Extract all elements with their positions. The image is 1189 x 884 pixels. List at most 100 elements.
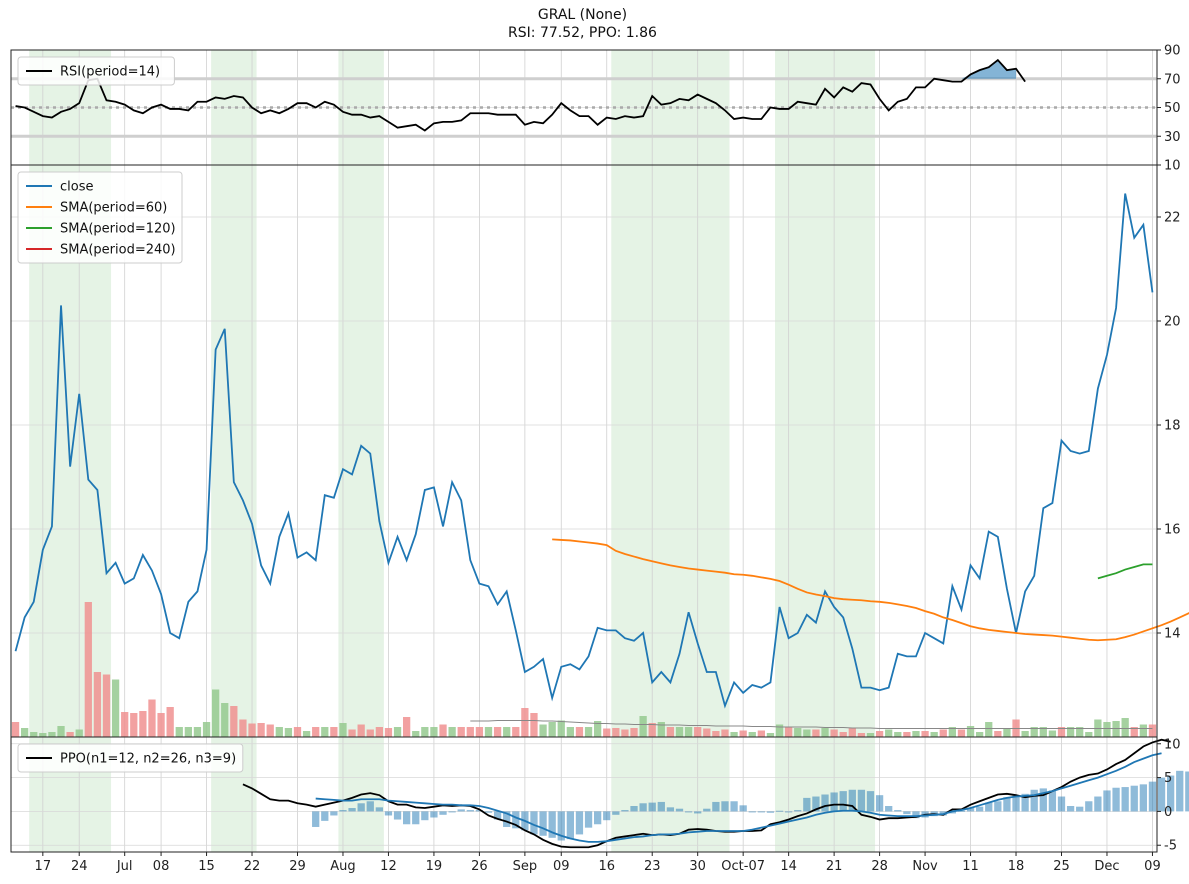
y-tick-label: -5 <box>1164 839 1177 854</box>
volume-bar <box>957 729 966 737</box>
ppo-histogram-bar <box>312 811 320 827</box>
volume-bar <box>457 727 465 737</box>
ppo-histogram-bar <box>457 809 465 812</box>
legend-label: SMA(period=120) <box>60 222 176 237</box>
ppo-histogram-bar <box>539 811 547 836</box>
volume-bar <box>548 722 556 737</box>
volume-bar <box>675 727 684 737</box>
volume-bar <box>57 726 65 737</box>
volume-bar <box>293 727 302 737</box>
volume-bar <box>175 727 183 737</box>
volume-bar <box>302 731 311 737</box>
ppo-histogram-bar <box>621 810 629 812</box>
close-line <box>14 193 1154 709</box>
volume-bar <box>666 727 675 737</box>
volume-bar <box>821 728 829 737</box>
volume-bar <box>603 728 611 737</box>
ppo-histogram-bar <box>339 810 347 812</box>
legend-box <box>17 56 175 86</box>
volume-bar <box>448 727 456 737</box>
volume-bar <box>330 727 338 737</box>
ppo-histogram-bar <box>512 811 520 829</box>
volume-bar <box>348 729 356 737</box>
ppo-histogram-bar <box>448 811 456 813</box>
volume-bar <box>712 731 720 737</box>
shaded-regions <box>29 50 876 852</box>
y-tick-label: 14 <box>1164 627 1181 642</box>
x-tick-label: Dec <box>1094 859 1119 874</box>
volume-bar <box>1048 730 1057 737</box>
volume-bar <box>75 729 83 737</box>
y-tick-label: 50 <box>1164 101 1181 116</box>
x-tick-label: 11 <box>962 859 979 874</box>
ppo-histogram-bar <box>1030 789 1038 812</box>
volume-bar <box>493 727 502 737</box>
x-tick-label: 24 <box>71 859 88 874</box>
axis-ticks: 17 24 Jul 08 15 22 29 Aug 12 19 26 Sep 09 16 23 30 Oct-0… <box>35 44 1181 875</box>
ppo-histogram-bar <box>1012 795 1020 812</box>
volume-bar <box>466 727 474 737</box>
volume-bar <box>221 703 229 737</box>
legend-label: SMA(period=240) <box>60 243 176 258</box>
volume-bar <box>1148 724 1157 737</box>
ppo-histogram-bar <box>348 808 356 812</box>
ppo-histogram-bar <box>721 801 729 812</box>
volume-bar <box>739 730 747 737</box>
ppo-histogram-bar <box>994 801 1002 812</box>
ppo-histogram-bar <box>748 811 756 813</box>
ppo-histogram-bar <box>848 789 856 812</box>
legend-box <box>17 743 244 773</box>
volume-bar <box>757 730 765 737</box>
y-tick-label: 20 <box>1164 315 1181 330</box>
ppo-histogram-bar <box>821 794 829 812</box>
y-tick-label: 5 <box>1164 771 1172 786</box>
volume-bar <box>794 728 802 737</box>
x-tick-label: 22 <box>244 859 261 874</box>
volume-bar <box>212 689 220 737</box>
volume-bar <box>785 727 793 737</box>
volume-bar <box>866 733 875 737</box>
volume-bar <box>584 727 593 737</box>
volume-bar <box>703 728 711 737</box>
volume-bar <box>412 731 420 737</box>
ppo-histogram-bar <box>684 811 693 813</box>
legend-label: PPO(n1=12, n2=26, n3=9) <box>60 752 236 767</box>
volume-bar <box>439 724 447 737</box>
volume-bar <box>130 713 138 737</box>
ppo-histogram-bar <box>648 802 656 812</box>
volume-bar <box>421 727 429 737</box>
volume-bar <box>403 717 411 737</box>
ppo-histogram-bar <box>803 797 811 812</box>
x-tick-label: 18 <box>1008 859 1025 874</box>
ppo-histogram-bar <box>712 801 720 812</box>
volume-bar <box>948 727 956 737</box>
volume-bar <box>875 731 884 737</box>
shaded-region <box>775 50 876 852</box>
volume-bar <box>266 724 274 737</box>
volume-bar <box>157 713 165 737</box>
ppo-histogram-bar <box>384 811 393 816</box>
volume-bar <box>994 731 1002 737</box>
y-tick-label: 18 <box>1164 419 1181 434</box>
volume-bar <box>721 729 729 737</box>
ppo-histogram-bar <box>612 811 620 815</box>
ppo-histogram-bar <box>976 806 984 812</box>
x-tick-label: Sep <box>513 859 538 874</box>
volume-bar <box>375 727 383 737</box>
volume-bar <box>321 727 329 737</box>
volume-bar <box>193 727 202 737</box>
x-tick-label: Aug <box>330 859 355 874</box>
ppo-histogram-bar <box>1103 790 1111 812</box>
volume-bar <box>985 722 993 737</box>
ppo-histogram-bar <box>694 811 702 814</box>
ppo-histogram-bar <box>321 811 329 821</box>
volume-bar <box>857 733 866 737</box>
volume-bar <box>575 727 584 737</box>
x-tick-label: 30 <box>689 859 706 874</box>
ppo-histogram-bar <box>885 806 893 812</box>
volume-bar <box>812 729 820 737</box>
ppo-histogram-bar <box>875 795 884 812</box>
ppo-histogram-bar <box>1094 796 1102 812</box>
x-tick-label: 09 <box>553 859 570 874</box>
ppo-histogram-bar <box>957 810 966 812</box>
